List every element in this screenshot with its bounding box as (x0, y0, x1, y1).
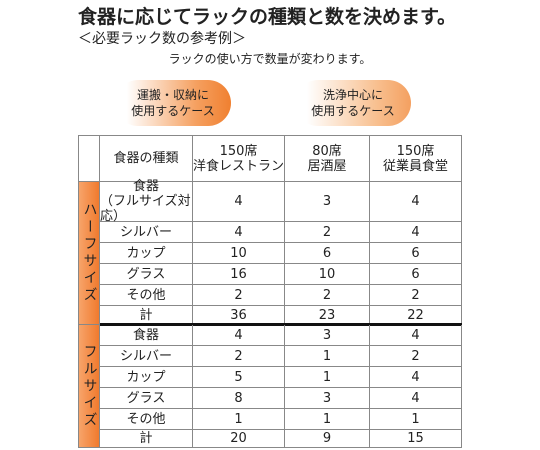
text-line: 150席 (396, 143, 435, 159)
item-cell: 食器 (100, 325, 193, 346)
note: ラックの使い方で数量が変わります。 (168, 52, 372, 66)
text-line: 従業員食堂 (382, 158, 448, 174)
column-header: 80席 居酒屋 (285, 135, 370, 182)
value-cell: 3 (285, 182, 370, 222)
text-line: 使用するケース (131, 104, 215, 118)
value-cell: 5 (193, 367, 285, 388)
text-line: 80席 (312, 143, 342, 159)
header-cell (78, 135, 100, 182)
text-line: カップ (126, 245, 166, 261)
text-line: 洋食レストラン (193, 158, 285, 174)
text-line: （フルサイズ対応） (100, 194, 191, 224)
subtitle: ＜必要ラック数の参考例＞ (78, 31, 246, 47)
column-header: 食器の種類 (100, 135, 193, 182)
column-header: 150席 従業員食堂 (370, 135, 462, 182)
value-cell: 10 (285, 264, 370, 285)
value-cell: 15 (370, 430, 462, 448)
value-cell: 2 (193, 285, 285, 306)
item-cell: カップ (100, 243, 193, 264)
item-cell: グラス (100, 264, 193, 285)
value-cell: 1 (370, 409, 462, 430)
value-cell: 6 (370, 264, 462, 285)
group-label: フルサイズ (78, 325, 100, 448)
text-line: 使用するケース (311, 104, 395, 118)
text-line: グラス (126, 266, 166, 282)
value-cell: 2 (285, 285, 370, 306)
value-cell: 2 (285, 222, 370, 243)
value-cell: 1 (285, 367, 370, 388)
item-cell: 食器 （フルサイズ対応） (100, 179, 193, 224)
value-cell: 4 (370, 367, 462, 388)
value-cell: 1 (285, 346, 370, 367)
value-cell: 4 (193, 182, 285, 222)
value-cell: 9 (285, 430, 370, 448)
value-cell: 4 (370, 182, 462, 222)
text-line: 洗浄中心に (322, 88, 383, 102)
value-cell: 2 (370, 346, 462, 367)
item-cell: 計 (100, 430, 193, 448)
text-line: シルバー (119, 348, 172, 364)
text-line: 食器 (132, 327, 159, 343)
item-cell: シルバー (100, 222, 193, 243)
item-cell: グラス (100, 388, 193, 409)
text-line: 150席 (219, 143, 258, 159)
value-cell: 4 (193, 325, 285, 346)
value-cell: 6 (285, 243, 370, 264)
text-line: 食器 (132, 179, 159, 194)
value-cell: 4 (370, 222, 462, 243)
group-divider (100, 323, 462, 326)
value-cell: 2 (193, 346, 285, 367)
text-line: グラス (126, 390, 166, 406)
item-cell: シルバー (100, 346, 193, 367)
text-line: その他 (126, 411, 166, 427)
value-cell: 2 (370, 285, 462, 306)
group-label: ハーフサイズ (78, 182, 100, 325)
value-cell: 4 (370, 325, 462, 346)
value-cell: 1 (193, 409, 285, 430)
item-cell: カップ (100, 367, 193, 388)
value-cell: 10 (193, 243, 285, 264)
text-line: 居酒屋 (307, 158, 347, 174)
text-line: 食器の種類 (113, 151, 179, 166)
text-line: 運搬・収納に (136, 88, 209, 102)
title: 食器に応じてラックの種類と数を決めます。 (78, 6, 457, 28)
value-cell: 16 (193, 264, 285, 285)
value-cell: 8 (193, 388, 285, 409)
value-cell: 3 (285, 325, 370, 346)
value-cell: 6 (370, 243, 462, 264)
column-header: 150席 洋食レストラン (193, 135, 285, 182)
text-line: カップ (126, 369, 166, 385)
case-button: 運搬・収納に 使用するケース (115, 80, 231, 126)
text-line: 計 (139, 431, 153, 446)
value-cell: 4 (193, 222, 285, 243)
text-line: その他 (126, 287, 166, 303)
value-cell: 20 (193, 430, 285, 448)
case-button: 洗浄中心に使用するケース (295, 80, 411, 126)
text-line: 計 (139, 307, 153, 323)
value-cell: 4 (370, 388, 462, 409)
value-cell: 1 (285, 409, 370, 430)
value-cell: 3 (285, 388, 370, 409)
item-cell: その他 (100, 409, 193, 430)
text-line: シルバー (119, 224, 172, 240)
item-cell: その他 (100, 285, 193, 306)
